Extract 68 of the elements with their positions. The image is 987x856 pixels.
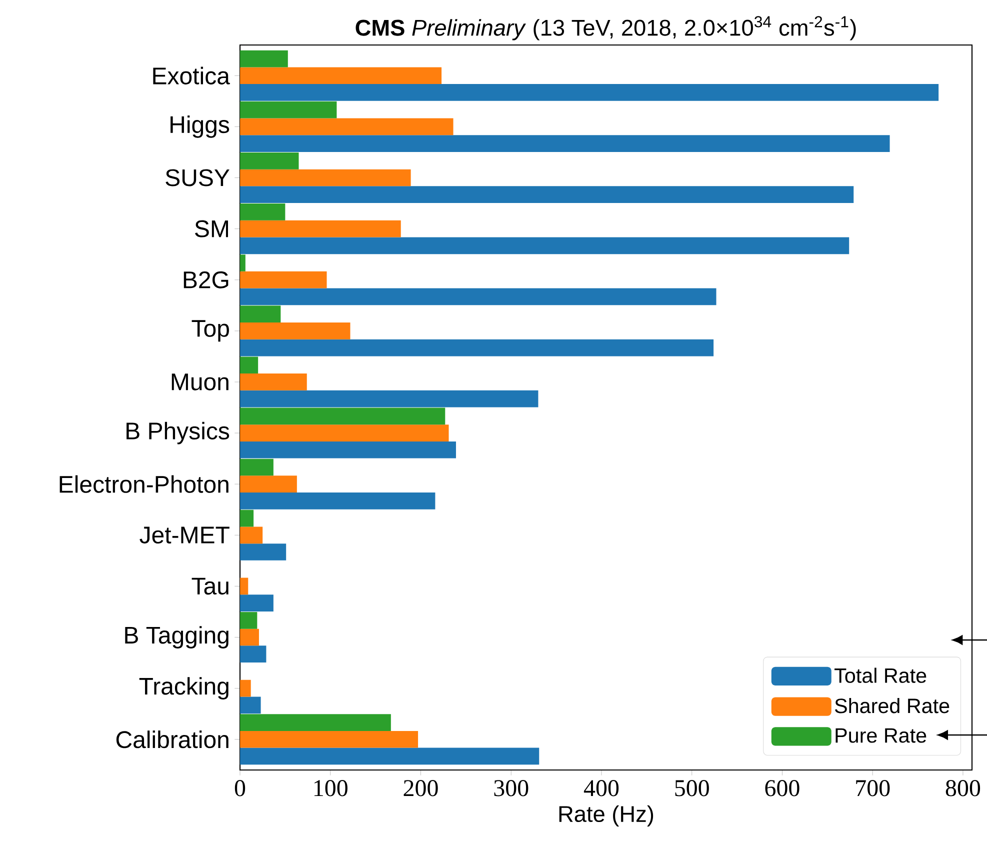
y-tick-label: Tau (192, 578, 228, 595)
bar (240, 306, 281, 322)
y-tick-label: Electron-Photon (60, 475, 228, 493)
bar (240, 748, 540, 765)
y-tick-label: Calibration (116, 730, 228, 748)
chart-title: CMS Preliminary (13 TeV, 2018, 2.0×10$^{34}$ cm$^{-2}$s$^{-1}$) (356, 16, 856, 40)
bar (240, 118, 454, 136)
bar (240, 237, 850, 254)
x-tick-label: 700 (856, 780, 890, 796)
y-tick-label: B2G (184, 271, 228, 288)
legend-label: Shared Rate (834, 698, 950, 714)
bar (240, 152, 299, 170)
bar (240, 374, 307, 390)
bar (240, 458, 274, 476)
bar (240, 408, 446, 425)
y-tick-label: Exotica (153, 66, 230, 84)
x-tick-label: 500 (675, 780, 709, 796)
y-tick-label: SM (195, 220, 228, 238)
x-tick-label: 600 (765, 780, 800, 796)
x-axis-title: Rate (Hz) (559, 805, 654, 827)
y-tick-label: Higgs (170, 115, 230, 138)
bar (240, 646, 266, 663)
bar (240, 288, 716, 306)
bar (240, 254, 246, 272)
bar (240, 424, 449, 442)
bar (240, 526, 263, 544)
bar (240, 578, 248, 595)
bar (240, 67, 442, 84)
bar (240, 510, 254, 527)
y-tick-label: SUSY (166, 169, 230, 186)
legend-label: Total Rate (834, 668, 926, 683)
x-tick-label: 0 (234, 780, 246, 796)
bar (240, 680, 251, 697)
bar (240, 594, 274, 612)
x-tick-label: 300 (494, 780, 528, 796)
y-tick-label: Top (192, 320, 229, 342)
x-tick-label: 200 (404, 780, 438, 796)
bar (240, 271, 327, 288)
y-tick-label: Tracking (139, 677, 228, 700)
x-tick-label: 800 (946, 780, 980, 796)
bar (240, 714, 391, 731)
x-tick-label: 400 (584, 780, 619, 796)
y-tick-label: B Physics (126, 422, 230, 444)
bar (240, 220, 401, 238)
bar (240, 84, 939, 101)
bar (240, 50, 288, 68)
bar (240, 135, 890, 152)
bar (240, 612, 258, 629)
bar (240, 730, 418, 748)
y-tick-label: Jet-MET (140, 526, 230, 544)
bar (240, 492, 436, 510)
bar (240, 356, 258, 374)
bar (240, 441, 456, 458)
bar (240, 186, 854, 204)
bar (240, 339, 714, 356)
bar (240, 101, 337, 118)
y-tick-label: B Tagging (125, 626, 228, 648)
bar (240, 628, 259, 646)
bar (240, 169, 411, 186)
bar (240, 390, 538, 408)
bar (240, 696, 261, 714)
bar (240, 476, 297, 493)
legend-label: Pure Rate (836, 728, 926, 743)
bar (240, 204, 286, 220)
bar (240, 322, 350, 340)
x-tick-label: 100 (314, 780, 348, 796)
y-tick-label: Muon (172, 374, 228, 390)
bar (240, 544, 286, 560)
